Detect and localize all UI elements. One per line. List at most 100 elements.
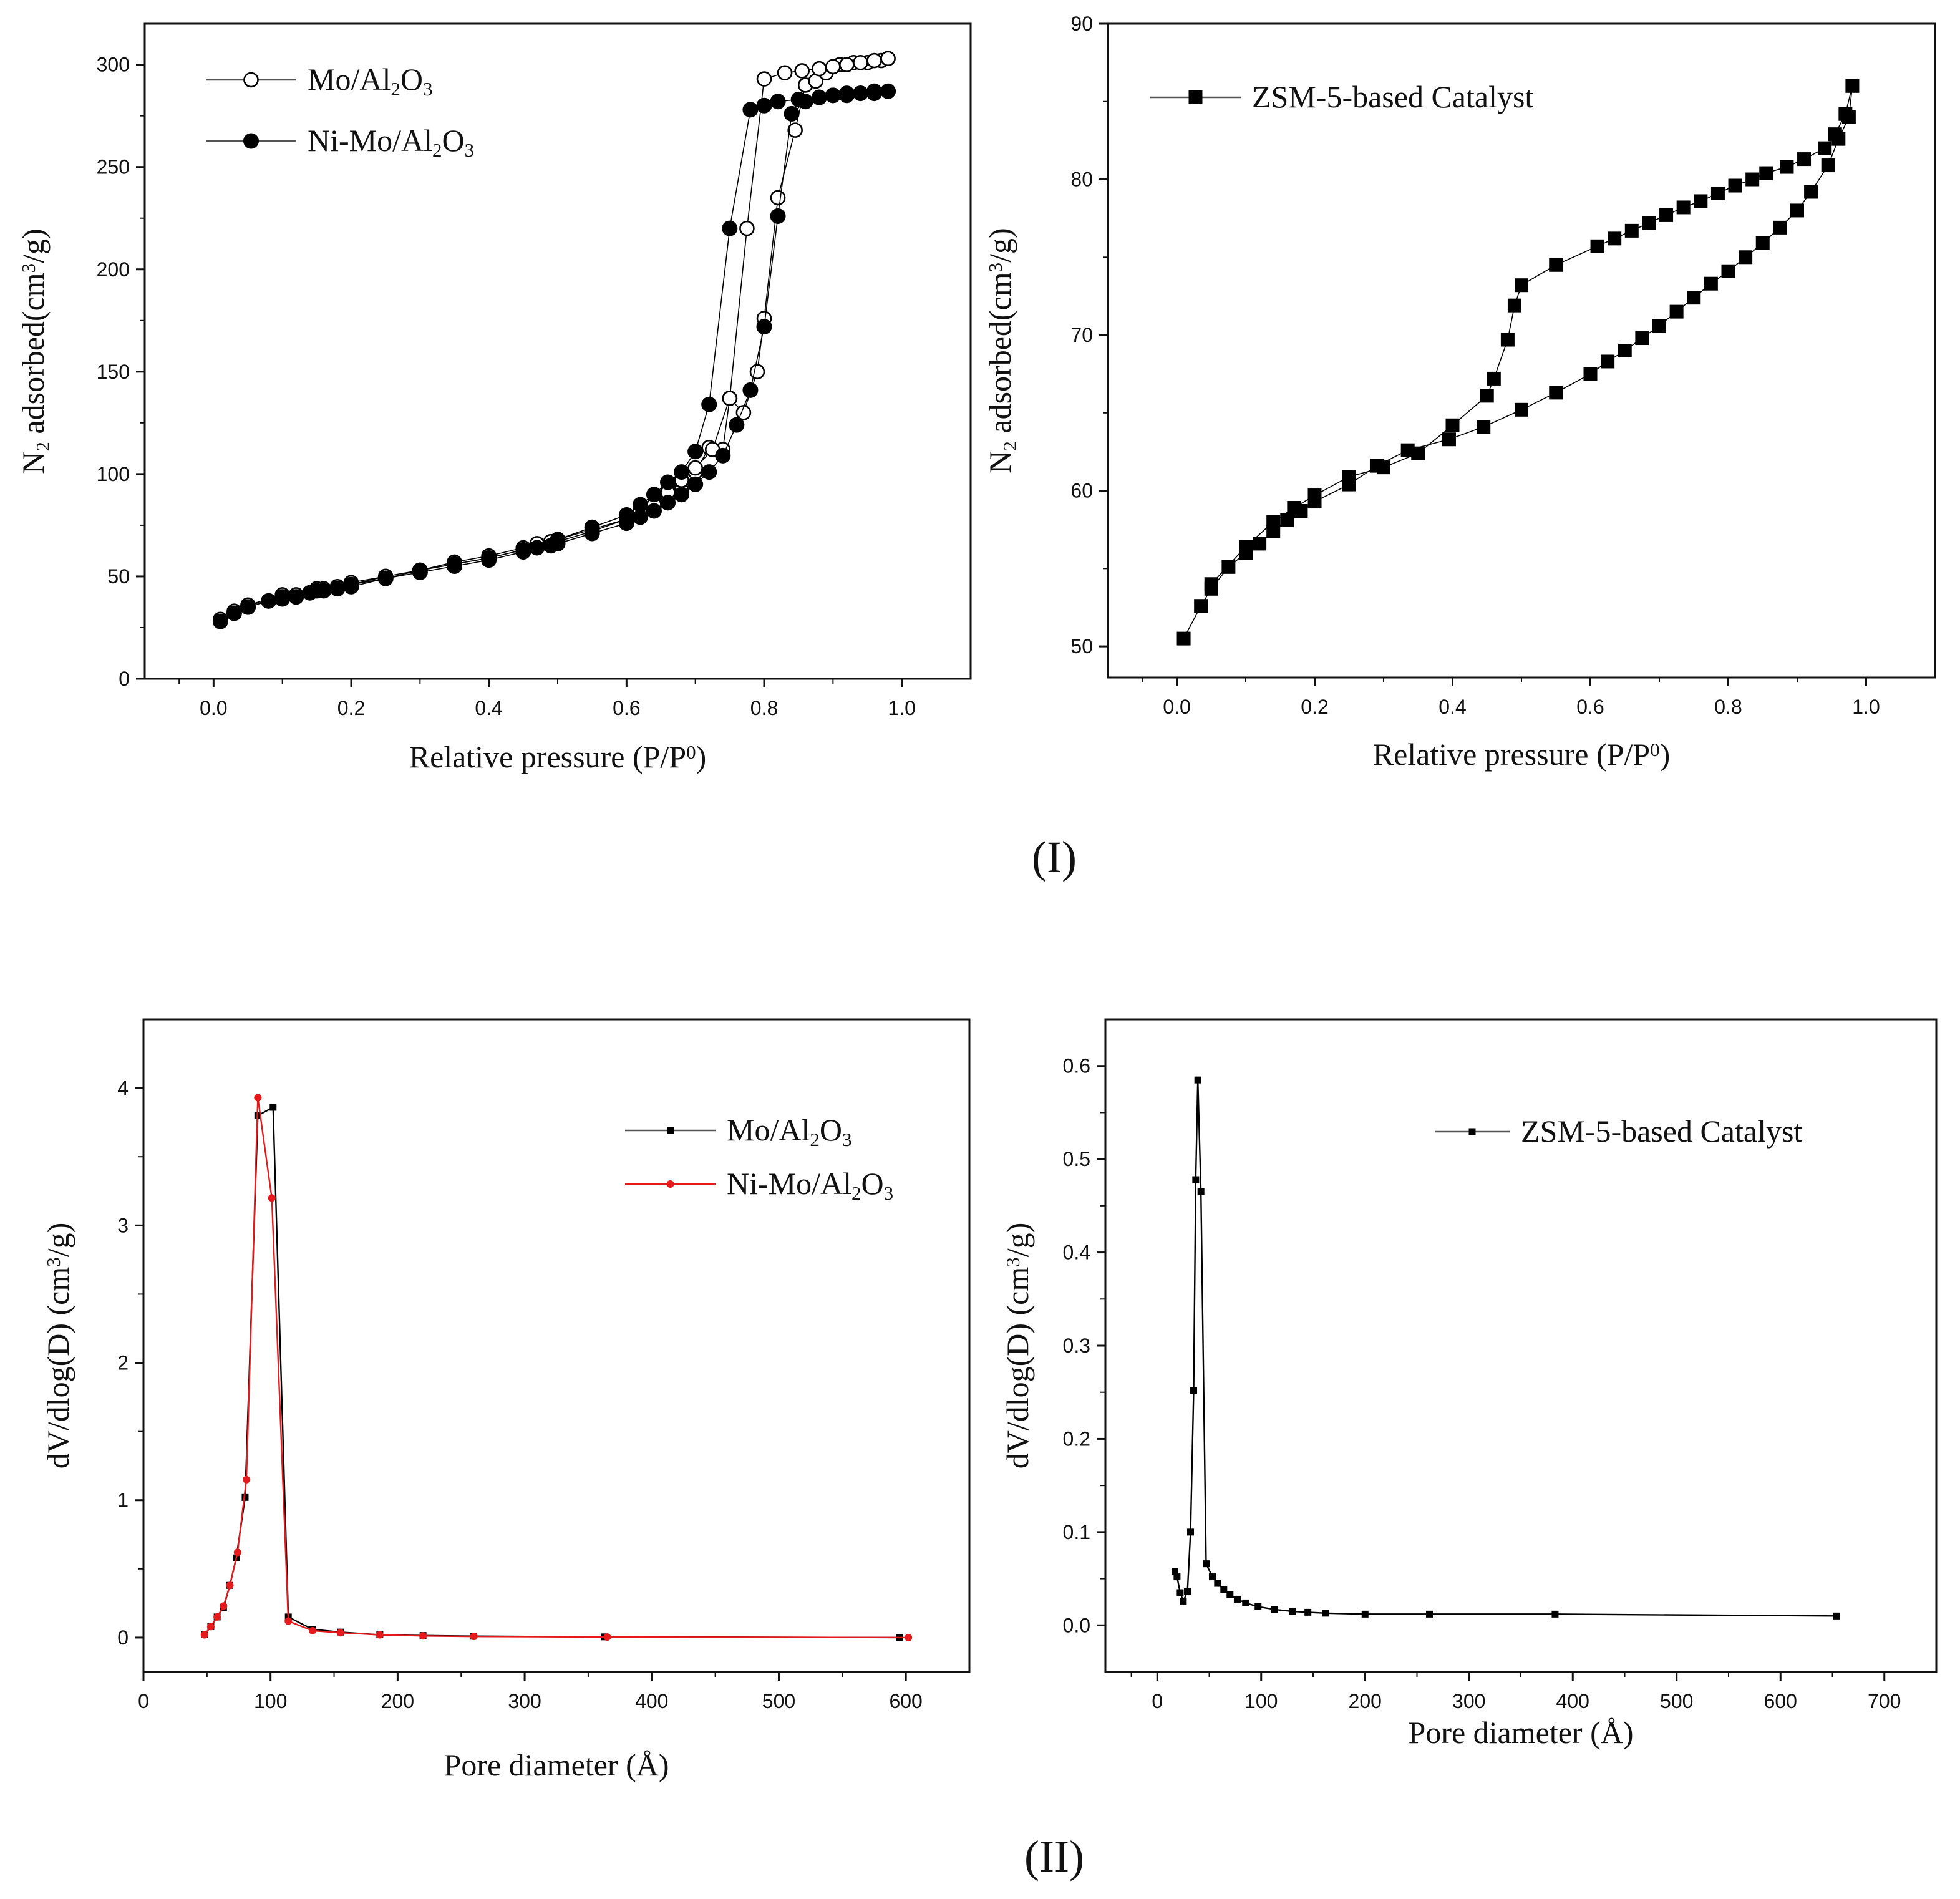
chart-a-series-1-point [722,220,738,236]
chart-c-legend-label-1: Ni-Mo/Al2O3 [727,1166,893,1204]
chart-a-series-0-point [853,55,868,70]
chart-c-series-1-point [233,1548,241,1557]
chart-d-y-tick-label: 0.0 [1063,1614,1090,1636]
chart-c-series-1-point [242,1475,250,1484]
chart-a-series-1-point [825,87,841,104]
chart-a-series-1-point [660,474,676,490]
chart-b-series-0-point [1500,333,1515,347]
chart-a-series-1-point [274,589,291,605]
chart-a-series-1-point [701,396,717,412]
chart-b-series-0-point [1307,488,1322,503]
chart-c-x-tick-label: 500 [762,1690,795,1712]
chart-b-series-0-point [1583,367,1598,381]
chart-a-series-1-point [687,444,704,460]
chart-b-series-0-point [1280,513,1294,527]
chart-b-series-0-point [1590,239,1604,253]
chart-b-series-0-point [1728,178,1742,193]
chart-d-series-0-point [1304,1608,1312,1616]
chart-d-y-tick-label: 0.2 [1063,1427,1090,1450]
chart-b-series-0-point [1790,203,1804,218]
chart-c-series-1-point [213,1613,221,1621]
chart-d-legend-marker-0 [1468,1128,1476,1135]
chart-d-x-tick-label: 300 [1452,1690,1485,1712]
chart-a-y-tick-label: 150 [97,361,130,383]
chart-a-series-0-point [687,460,703,476]
chart-c-x-tick-label: 400 [635,1690,668,1712]
chart-a-series-1-point [584,519,600,535]
chart-b-y-tick-label: 90 [1070,12,1093,35]
chart-b-series-0-point [1507,298,1521,313]
chart-b-series-0-point [1480,389,1494,403]
chart-d-series-0-point [1289,1608,1296,1615]
chart-a-series-1-point [729,417,745,433]
chart-a-y-tick-label: 250 [97,156,130,178]
chart-b-series-0-point [1515,402,1528,417]
chart-c-x-tick-label: 200 [381,1690,414,1712]
chart-a-x-tick-label: 0.8 [750,697,778,719]
chart-d-x-tick-label: 0 [1152,1690,1163,1712]
chart-d-pore-distribution-zsm5: 0 100 200 300 400 500 600 700 0.0 0.1 0.2 0.3 0.4 0.5… [1000,1018,1938,1750]
chart-b-x-tick-label: 1.0 [1852,696,1880,718]
chart-d-series-0-point [1271,1606,1278,1613]
chart-d-series-0-point [1833,1612,1840,1620]
chart-c-y-tick-label: 3 [117,1214,129,1236]
chart-b-series-0-point [1204,577,1218,591]
chart-a-series-1-point [660,495,676,511]
chart-b-series-0-point [1804,185,1818,199]
chart-a-series-1-point [756,97,772,114]
chart-b-series-0-point [1411,446,1425,460]
chart-b-y-tick-label: 80 [1070,168,1093,191]
chart-d-x-tick-label: 500 [1660,1690,1693,1712]
chart-b-x-tick-label: 0.4 [1438,696,1466,718]
chart-b-series-0-point [1710,186,1725,200]
chart-a-series-1-point [329,581,346,597]
chart-a-series-1-point [742,382,759,398]
chart-b-series-0-point [1515,278,1528,293]
chart-d-y-axis-title: dV/dlog(D) (cm3/g) [1000,1223,1035,1469]
chart-a-series-1-point [309,583,325,599]
chart-b-series-0-point [1400,443,1415,457]
chart-b-x-tick-label: 0.2 [1301,696,1328,718]
chart-c-series-1-point [336,1629,344,1637]
chart-d-y-tick-label: 0.1 [1063,1521,1090,1543]
chart-d-series-0-point [1187,1528,1195,1536]
chart-c-series-1-point [308,1626,316,1634]
chart-b-y-tick-label: 60 [1070,480,1093,502]
chart-a-series-1-point [880,83,896,99]
chart-d-y-tick-label: 0.6 [1063,1055,1090,1077]
chart-a-series-0-point [749,364,765,380]
chart-a-legend-marker-0 [243,72,259,88]
chart-a-series-1-point [770,94,786,110]
chart-a-x-tick-label: 0.0 [200,697,227,719]
chart-c-series-1-point [419,1632,427,1640]
chart-a-series-1-point [852,85,868,102]
chart-a-series-1-point [240,599,256,615]
chart-a-series-1-point [288,589,304,605]
chart-b-legend-label-0: ZSM-5-based Catalyst [1252,79,1533,114]
chart-a-series-0-point [794,63,810,79]
chart-b-series-0-point [1704,276,1718,291]
chart-b-series-0-point [1618,344,1632,357]
chart-a-series-1-point [618,507,634,523]
chart-b-y-axis-title: N2 adsorbed(cm3/g) [982,228,1021,473]
chart-c-x-tick-label: 100 [254,1690,287,1712]
chart-a-legend-label-0: Mo/Al2O3 [308,62,432,100]
chart-a-series-1-point [343,576,359,593]
chart-c-series-1-point [226,1581,234,1590]
chart-c-y-axis-title: dV/dlog(D) (cm3/g) [41,1223,75,1469]
chart-d-series-0-point [1208,1573,1216,1581]
chart-a-series-1-point [447,556,462,572]
chart-d-series-0-point [1233,1595,1241,1603]
chart-b-series-0-point [1549,258,1563,272]
chart-a-y-tick-label: 100 [97,463,130,485]
chart-b-y-tick-label: 50 [1070,635,1093,658]
chart-c-pore-distribution-alumina: 0 100 200 300 400 500 600 0 1 2 3 4 Pore diameter (Å… [41,1018,971,1782]
chart-a-series-1-point [632,497,648,513]
chart-b-series-0-point [1342,470,1356,484]
chart-d-x-tick-label: 100 [1244,1690,1278,1712]
chart-b-series-0-point [1221,560,1236,574]
chart-b-series-0-point [1773,220,1787,235]
chart-a-series-1-point [646,503,662,519]
chart-c-y-tick-label: 1 [117,1489,129,1512]
